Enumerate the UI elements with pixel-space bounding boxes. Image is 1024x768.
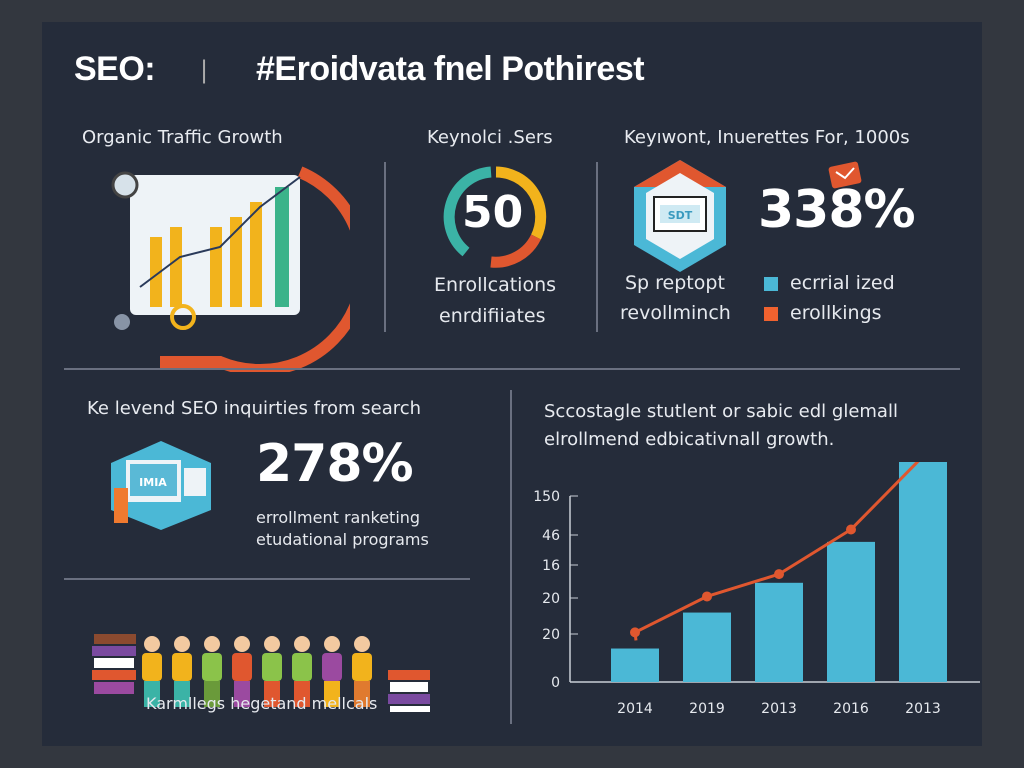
infographic-panel: SEO: | #Eroidvata fnel Pothirest Organic… xyxy=(42,22,982,746)
y-tick-label: 150 xyxy=(533,489,560,505)
legend-item: erollkings xyxy=(764,302,882,324)
student-body xyxy=(172,653,192,681)
student-body xyxy=(232,653,252,681)
monitor-hexagon-icon: SDT xyxy=(634,160,726,272)
trend-point xyxy=(774,569,784,580)
bar xyxy=(611,648,659,682)
student-legs xyxy=(234,681,250,707)
gauge-value: 50 xyxy=(462,187,524,238)
student-legs xyxy=(354,681,370,707)
traffic-growth-illustration xyxy=(111,166,350,372)
bar xyxy=(683,612,731,682)
legend-item: ecrrial ized xyxy=(764,272,895,294)
student-legs xyxy=(144,681,160,707)
x-tick-label: 2014 xyxy=(617,701,653,717)
x-tick-label: 2016 xyxy=(833,701,869,717)
chart-title: Sccostagle stutlent or sabic edl glemall… xyxy=(544,401,898,450)
student-head xyxy=(204,636,220,652)
student-legs xyxy=(294,681,310,707)
gauge-ring xyxy=(443,166,547,268)
laptop-screen-label: IMIA xyxy=(139,476,167,489)
trend-point xyxy=(846,524,856,535)
mail-badge-icon xyxy=(828,161,862,189)
bar xyxy=(755,582,803,682)
student-body xyxy=(262,653,282,681)
people-caption: Karmllegs hegetand mellcals xyxy=(146,694,378,713)
gauge-line2: enrdifiiates xyxy=(439,305,546,327)
x-tick-label: 2019 xyxy=(689,701,725,717)
student-head xyxy=(354,636,370,652)
trend-point xyxy=(702,591,712,602)
header-title: #Eroidvata fnel Pothirest xyxy=(256,50,645,88)
student-head xyxy=(324,636,340,652)
y-tick-label: 46 xyxy=(542,528,560,544)
inquiries-value: 278% xyxy=(256,434,414,494)
y-tick-label: 20 xyxy=(542,627,560,643)
students-and-books-illustration xyxy=(92,634,430,712)
gauge-line1: Enrollcations xyxy=(434,274,557,296)
inquiries-heading: Ke levend SEO inquirties from search xyxy=(87,398,422,419)
enrollment-bar-chart: 150 46 16 20 20 0 2014 2019 2013 2016 2013 xyxy=(533,462,980,717)
inquiries-line2: etudational programs xyxy=(256,530,429,549)
keyword-label1: Sp reptopt xyxy=(625,272,725,294)
header-separator: | xyxy=(200,56,209,84)
student-body xyxy=(352,653,372,681)
divider xyxy=(596,162,598,332)
magnifier-icon xyxy=(111,171,139,199)
section-divider xyxy=(64,578,470,580)
keyword-heading: Keyıwont, Inuerettes For, 1000s xyxy=(624,127,910,148)
x-tick-label: 2013 xyxy=(905,701,941,717)
bar xyxy=(827,541,875,682)
monitor-screen-label: SDT xyxy=(668,209,693,222)
legend-label: ecrrial ized xyxy=(790,272,895,294)
legend-swatch xyxy=(764,306,778,321)
student-legs xyxy=(204,681,220,707)
y-tick-label: 0 xyxy=(551,675,560,691)
student-body xyxy=(202,653,222,681)
trend-point xyxy=(630,627,640,638)
organic-heading: Organic Traffic Growth xyxy=(82,127,283,148)
student-head xyxy=(174,636,190,652)
divider xyxy=(510,390,512,724)
laptop-hexagon-icon: IMIA xyxy=(111,441,211,530)
keyword-value: 338% xyxy=(758,180,916,240)
student-head xyxy=(234,636,250,652)
gauge-heading: Keynolci .Sers xyxy=(427,127,553,148)
header-prefix: SEO: xyxy=(74,50,156,88)
student-head xyxy=(294,636,310,652)
student-legs xyxy=(174,681,190,707)
section-divider xyxy=(64,368,960,370)
student-head xyxy=(144,636,160,652)
growth-arc xyxy=(160,166,350,372)
divider xyxy=(384,162,386,332)
student-body xyxy=(142,653,162,681)
student-head xyxy=(264,636,280,652)
student-legs xyxy=(264,681,280,707)
student-body xyxy=(292,653,312,681)
keyword-label2: revollminch xyxy=(620,302,731,324)
y-tick-label: 16 xyxy=(542,558,560,574)
legend-label: erollkings xyxy=(790,302,882,324)
student-legs xyxy=(324,681,340,707)
y-tick-label: 20 xyxy=(542,591,560,607)
gear-icon xyxy=(114,314,130,330)
legend-swatch xyxy=(764,276,778,291)
inquiries-line1: errollment ranketing xyxy=(256,508,421,527)
student-body xyxy=(322,653,342,681)
x-tick-label: 2013 xyxy=(761,701,797,717)
bar xyxy=(899,462,947,682)
